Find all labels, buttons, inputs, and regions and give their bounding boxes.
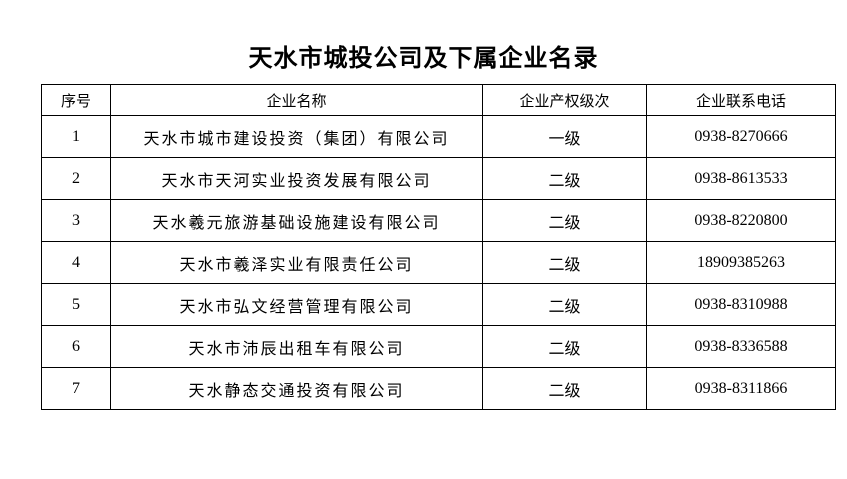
cell-contact-phone: 0938-8220800 [646, 199, 836, 242]
table-header-row: 序号 企业名称 企业产权级次 企业联系电话 [41, 84, 836, 116]
table-row: 4 天水市羲泽实业有限责任公司 二级 18909385263 [41, 241, 836, 284]
header-contact-phone: 企业联系电话 [646, 84, 836, 116]
cell-company-name: 天水市弘文经营管理有限公司 [110, 283, 483, 326]
table-row: 6 天水市沛辰出租车有限公司 二级 0938-8336588 [41, 325, 836, 368]
cell-company-name: 天水市沛辰出租车有限公司 [110, 325, 483, 368]
cell-ownership-level: 一级 [482, 115, 647, 158]
cell-contact-phone: 0938-8310988 [646, 283, 836, 326]
header-ownership-level: 企业产权级次 [482, 84, 647, 116]
cell-ownership-level: 二级 [482, 241, 647, 284]
header-company-name: 企业名称 [110, 84, 483, 116]
cell-ownership-level: 二级 [482, 157, 647, 200]
page-title: 天水市城投公司及下属企业名录 [248, 46, 599, 72]
cell-ownership-level: 二级 [482, 367, 647, 410]
table-row: 3 天水羲元旅游基础设施建设有限公司 二级 0938-8220800 [41, 199, 836, 242]
cell-contact-phone: 0938-8613533 [646, 157, 836, 200]
cell-ownership-level: 二级 [482, 199, 647, 242]
cell-contact-phone: 0938-8336588 [646, 325, 836, 368]
cell-serial-number: 4 [41, 241, 111, 284]
table-row: 5 天水市弘文经营管理有限公司 二级 0938-8310988 [41, 283, 836, 326]
cell-contact-phone: 0938-8270666 [646, 115, 836, 158]
table-row: 2 天水市天河实业投资发展有限公司 二级 0938-8613533 [41, 157, 836, 200]
cell-serial-number: 5 [41, 283, 111, 326]
table-row: 1 天水市城市建设投资（集团）有限公司 一级 0938-8270666 [41, 115, 836, 158]
cell-serial-number: 7 [41, 367, 111, 410]
cell-company-name: 天水羲元旅游基础设施建设有限公司 [110, 199, 483, 242]
table-row: 7 天水静态交通投资有限公司 二级 0938-8311866 [41, 367, 836, 410]
cell-contact-phone: 0938-8311866 [646, 367, 836, 410]
cell-company-name: 天水市天河实业投资发展有限公司 [110, 157, 483, 200]
cell-company-name: 天水市羲泽实业有限责任公司 [110, 241, 483, 284]
cell-company-name: 天水静态交通投资有限公司 [110, 367, 483, 410]
cell-ownership-level: 二级 [482, 283, 647, 326]
cell-contact-phone: 18909385263 [646, 241, 836, 284]
cell-company-name: 天水市城市建设投资（集团）有限公司 [110, 115, 483, 158]
cell-serial-number: 2 [41, 157, 111, 200]
cell-ownership-level: 二级 [482, 325, 647, 368]
cell-serial-number: 3 [41, 199, 111, 242]
cell-serial-number: 6 [41, 325, 111, 368]
cell-serial-number: 1 [41, 115, 111, 158]
company-directory-table: 序号 企业名称 企业产权级次 企业联系电话 1 天水市城市建设投资（集团）有限公… [41, 84, 836, 410]
header-serial-number: 序号 [41, 84, 111, 116]
